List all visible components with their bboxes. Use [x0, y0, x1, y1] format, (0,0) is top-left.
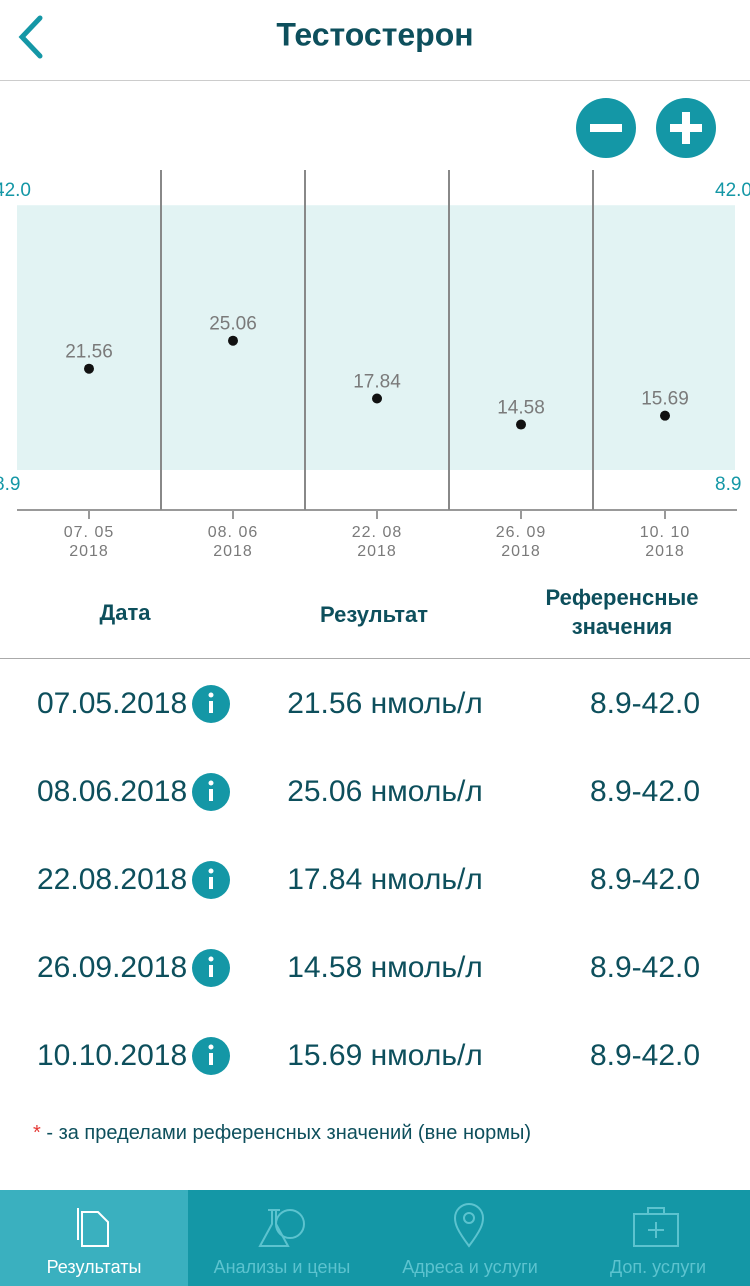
- info-glyph: [209, 965, 213, 977]
- info-glyph: [208, 1044, 214, 1050]
- info-glyph: [209, 877, 213, 889]
- data-point: [372, 393, 382, 404]
- info-button[interactable]: [192, 773, 230, 811]
- result-cell: 14.58 нмоль/л: [287, 951, 483, 984]
- reference-label: 8.9: [715, 474, 741, 495]
- footnote-mark: *: [33, 1122, 41, 1144]
- reference-cell: 8.9-42.0: [590, 775, 700, 808]
- data-point: [660, 410, 670, 421]
- x-tick-label: 2018: [69, 543, 109, 560]
- active-tab: [0, 1190, 188, 1286]
- info-button[interactable]: [192, 861, 230, 899]
- reference-label: 8.9: [0, 474, 20, 495]
- point-label: 21.56: [65, 342, 113, 363]
- date-cell: 10.10.2018: [37, 1039, 187, 1072]
- tab-label[interactable]: Результаты: [47, 1257, 142, 1277]
- result-cell: 25.06 нмоль/л: [287, 775, 483, 808]
- info-button[interactable]: [192, 949, 230, 987]
- info-glyph: [209, 1053, 213, 1065]
- header-line: значения: [572, 614, 673, 639]
- data-point: [516, 419, 526, 430]
- date-cell: 26.09.2018: [37, 951, 187, 984]
- tab-label[interactable]: Анализы и цены: [214, 1257, 351, 1277]
- data-point: [228, 335, 238, 346]
- back-button[interactable]: [18, 15, 43, 59]
- date-cell: 07.05.2018: [37, 687, 187, 720]
- info-button[interactable]: [192, 685, 230, 723]
- tab-label[interactable]: Доп. услуги: [610, 1257, 706, 1277]
- reference-label: 42.0: [715, 180, 750, 201]
- date-cell: 22.08.2018: [37, 863, 187, 896]
- reference-cell: 8.9-42.0: [590, 863, 700, 896]
- column-header: Дата: [100, 600, 152, 625]
- result-cell: 15.69 нмоль/л: [287, 1039, 483, 1072]
- info-glyph: [208, 692, 214, 698]
- data-point: [84, 363, 94, 374]
- point-label: 15.69: [641, 389, 689, 410]
- column-header: Результат: [320, 602, 428, 627]
- info-glyph: [208, 956, 214, 962]
- zoom-out-button[interactable]: [576, 98, 636, 158]
- info-glyph: [208, 868, 214, 874]
- x-tick-label: 07. 05: [64, 524, 114, 541]
- x-tick-label: 2018: [501, 543, 541, 560]
- x-tick-label: 10. 10: [640, 524, 690, 541]
- x-tick-label: 2018: [645, 543, 685, 560]
- x-tick-label: 2018: [213, 543, 253, 560]
- point-label: 14.58: [497, 398, 545, 419]
- info-glyph: [208, 780, 214, 786]
- header-line: Референсные: [545, 585, 698, 610]
- point-label: 25.06: [209, 314, 257, 335]
- zoom-in-button[interactable]: [656, 98, 716, 158]
- footnote: * - за пределами референсных значений (в…: [33, 1122, 531, 1144]
- result-cell: 21.56 нмоль/л: [287, 687, 483, 720]
- date-cell: 08.06.2018: [37, 775, 187, 808]
- tab-icons: [77, 1203, 679, 1248]
- footnote-text: - за пределами референсных значений (вне…: [41, 1122, 531, 1144]
- point-label: 17.84: [353, 371, 401, 392]
- reference-label: 42.0: [0, 180, 31, 201]
- reference-cell: 8.9-42.0: [590, 951, 700, 984]
- result-cell: 17.84 нмоль/л: [287, 863, 483, 896]
- x-tick-label: 22. 08: [352, 524, 402, 541]
- reference-band: [17, 205, 735, 470]
- x-tick-label: 2018: [357, 543, 397, 560]
- info-glyph: [209, 789, 213, 801]
- info-button[interactable]: [192, 1037, 230, 1075]
- x-tick-label: 08. 06: [208, 524, 258, 541]
- column-header: Референсные значения: [545, 585, 698, 639]
- reference-cell: 8.9-42.0: [590, 687, 700, 720]
- info-glyph: [209, 701, 213, 713]
- x-tick-label: 26. 09: [496, 524, 546, 541]
- tab-label[interactable]: Адреса и услуги: [402, 1257, 538, 1277]
- reference-cell: 8.9-42.0: [590, 1039, 700, 1072]
- page-title: Тестостерон: [276, 16, 473, 52]
